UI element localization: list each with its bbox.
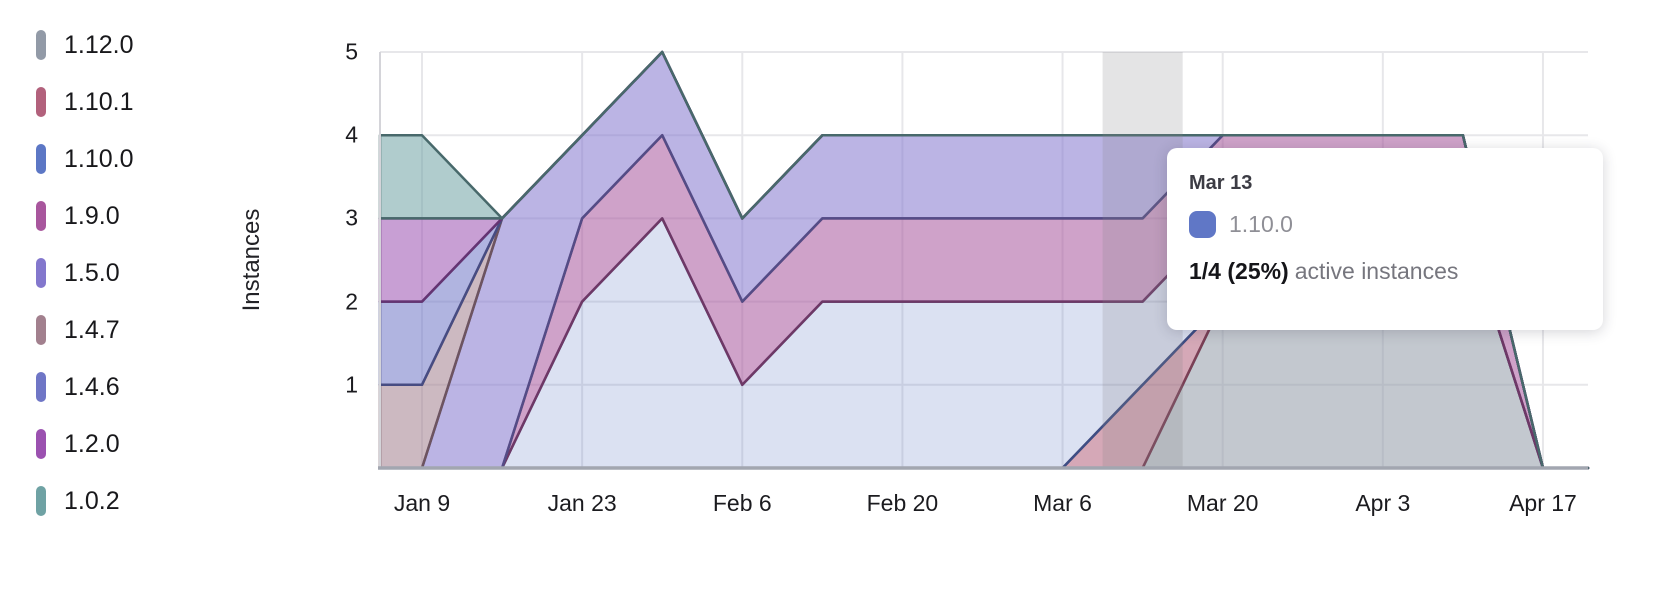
y-tick-label-1: 1 — [345, 371, 358, 398]
legend-item-1-4-6[interactable]: 1.4.6 — [36, 372, 226, 402]
legend-item-label: 1.0.2 — [64, 486, 120, 515]
version-legend: 1.12.0 1.10.1 1.10.0 1.9.0 1.5.0 1.4.7 1.4.6 1.… — [36, 30, 226, 543]
legend-item-1-9-0[interactable]: 1.9.0 — [36, 201, 226, 231]
legend-item-label: 1.10.0 — [64, 144, 134, 173]
legend-item-1-0-2[interactable]: 1.0.2 — [36, 486, 226, 516]
legend-swatch-icon — [36, 144, 46, 174]
x-tick-label-feb-20: Feb 20 — [866, 490, 939, 516]
legend-item-label: 1.12.0 — [64, 30, 134, 59]
y-tick-label-3: 3 — [345, 204, 358, 231]
tooltip-series-row: 1.10.0 — [1189, 211, 1581, 238]
x-tick-label-mar-20: Mar 20 — [1186, 490, 1259, 516]
legend-item-1-5-0[interactable]: 1.5.0 — [36, 258, 226, 288]
legend-item-1-12-0[interactable]: 1.12.0 — [36, 30, 226, 60]
x-tick-label-jan-9: Jan 9 — [393, 490, 451, 516]
legend-swatch-icon — [36, 87, 46, 117]
legend-swatch-icon — [36, 486, 46, 516]
x-tick-label-jan-23: Jan 23 — [547, 490, 617, 516]
legend-item-label: 1.5.0 — [64, 258, 120, 287]
tooltip-value: 1/4 (25%) — [1189, 258, 1289, 284]
tooltip-series-swatch-icon — [1189, 211, 1216, 238]
y-axis-title: Instances — [238, 208, 265, 312]
tooltip-value-suffix: active instances — [1294, 258, 1459, 284]
legend-swatch-icon — [36, 372, 46, 402]
legend-swatch-icon — [36, 429, 46, 459]
legend-item-1-10-0[interactable]: 1.10.0 — [36, 144, 226, 174]
legend-item-label: 1.9.0 — [64, 201, 120, 230]
legend-swatch-icon — [36, 315, 46, 345]
tooltip-value-row: 1/4 (25%) active instances — [1189, 258, 1581, 285]
y-tick-label-4: 4 — [345, 121, 358, 148]
x-tick-label-apr-17: Apr 17 — [1509, 490, 1577, 516]
x-tick-label-apr-3: Apr 3 — [1355, 490, 1411, 516]
legend-swatch-icon — [36, 258, 46, 288]
legend-item-label: 1.10.1 — [64, 87, 134, 116]
x-tick-label-feb-6: Feb 6 — [712, 490, 772, 516]
legend-item-1-10-1[interactable]: 1.10.1 — [36, 87, 226, 117]
y-tick-label-2: 2 — [345, 288, 358, 315]
legend-item-label: 1.2.0 — [64, 429, 120, 458]
chart-tooltip: Mar 13 1.10.0 1/4 (25%) active instances — [1167, 148, 1603, 330]
legend-item-1-4-7[interactable]: 1.4.7 — [36, 315, 226, 345]
tooltip-date: Mar 13 — [1189, 172, 1253, 194]
y-tick-label-5: 5 — [345, 38, 358, 65]
tooltip-series-label: 1.10.0 — [1229, 211, 1293, 237]
legend-swatch-icon — [36, 201, 46, 231]
legend-item-label: 1.4.7 — [64, 315, 120, 344]
legend-item-1-2-0[interactable]: 1.2.0 — [36, 429, 226, 459]
x-tick-label-mar-6: Mar 6 — [1033, 490, 1092, 516]
legend-swatch-icon — [36, 30, 46, 60]
legend-item-label: 1.4.6 — [64, 372, 120, 401]
